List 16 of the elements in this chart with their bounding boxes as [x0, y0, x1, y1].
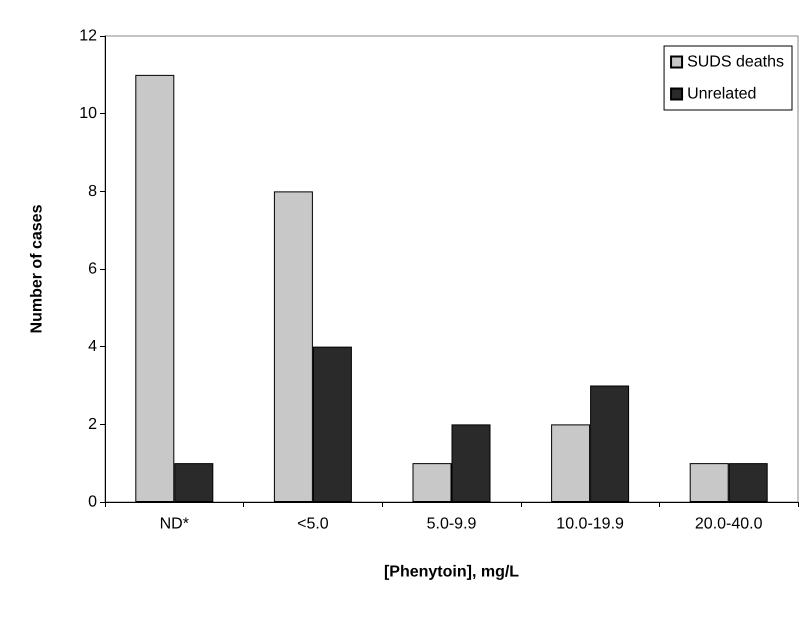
- y-tick-label: 4: [88, 338, 98, 356]
- x-axis-title: [Phenytoin], mg/L: [384, 564, 520, 580]
- x-tick-label: ND*: [160, 516, 189, 532]
- x-tick-label: <5.0: [297, 516, 329, 532]
- y-tick-label: 10: [79, 105, 98, 122]
- y-tick-label: 12: [79, 28, 98, 44]
- y-tick-label: 8: [88, 182, 98, 200]
- x-tick-label: 10.0-19.9: [556, 516, 624, 532]
- legend-label: Unrelated: [687, 86, 756, 102]
- y-tick-label: 2: [88, 416, 98, 433]
- x-tick-label: 20.0-40.0: [694, 516, 763, 532]
- y-tick-label: 0: [88, 494, 98, 510]
- legend-label: SUDS deaths: [687, 54, 784, 70]
- y-axis-title: Number of cases: [28, 204, 46, 334]
- y-tick-label: 6: [88, 260, 98, 278]
- x-tick-label: 5.0-9.9: [426, 516, 477, 532]
